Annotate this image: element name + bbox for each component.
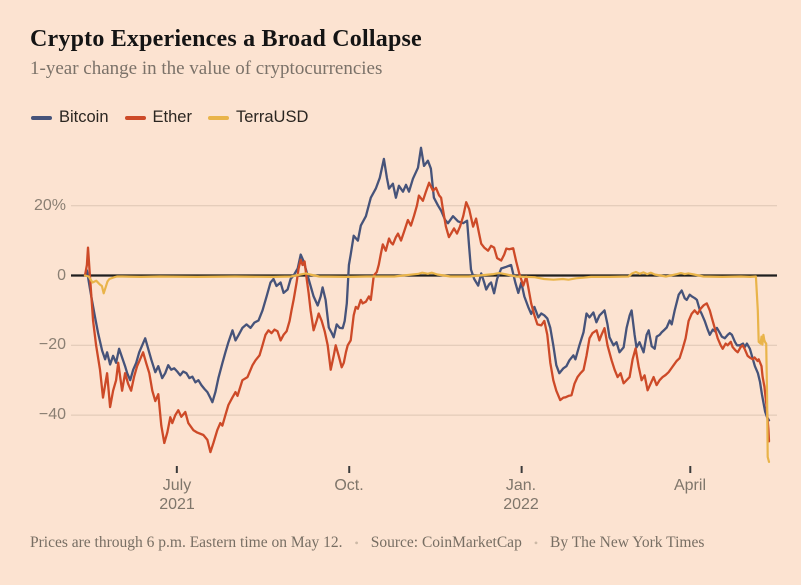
footer-note: Prices are through 6 p.m. Eastern time o… [30, 534, 343, 551]
series-line-ether [83, 181, 771, 454]
page-title: Crypto Experiences a Broad Collapse [30, 26, 422, 52]
legend-item-bitcoin: Bitcoin [31, 108, 109, 127]
x-axis-label-oct: Oct. [334, 477, 364, 494]
bullet-separator-icon: • [354, 535, 359, 550]
footer-source: Source: CoinMarketCap [370, 534, 522, 551]
series-line-bitcoin [83, 146, 771, 422]
terrausd-line-swatch-icon [207, 115, 229, 120]
legend-item-terrausd: TerraUSD [207, 108, 309, 127]
bitcoin-line-swatch-icon [31, 115, 52, 120]
x-axis-label-jan: Jan. 2022 [503, 477, 539, 513]
chart-legend: Bitcoin Ether TerraUSD [31, 108, 308, 127]
x-axis-label-july: July 2021 [159, 477, 195, 513]
legend-item-ether: Ether [124, 108, 192, 127]
legend-label-ether: Ether [152, 108, 192, 126]
legend-label-terrausd: TerraUSD [235, 108, 309, 126]
y-axis-label-neg40: −40 [38, 406, 66, 423]
series-line-terrausd [83, 270, 771, 463]
y-axis-label-20pct: 20% [33, 197, 66, 214]
chart-footer: Prices are through 6 p.m. Eastern time o… [30, 534, 790, 552]
page-subtitle: 1-year change in the value of cryptocurr… [30, 58, 383, 79]
ether-line-swatch-icon [124, 115, 146, 120]
y-axis-label-neg20: −20 [38, 336, 66, 353]
y-axis-label-0: 0 [57, 267, 66, 284]
x-axis-label-april: April [673, 477, 706, 494]
footer-byline: By The New York Times [550, 534, 705, 551]
legend-label-bitcoin: Bitcoin [59, 108, 109, 126]
bullet-separator-icon: • [533, 535, 539, 550]
